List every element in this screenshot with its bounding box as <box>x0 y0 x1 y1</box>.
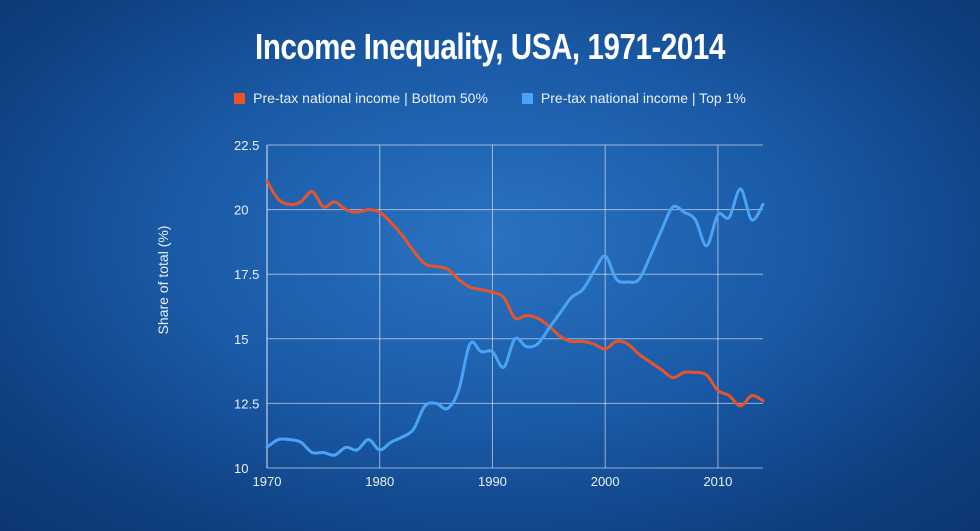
y-tick-label: 12.5 <box>234 396 259 411</box>
legend: Pre-tax national income | Bottom 50% Pre… <box>0 90 980 106</box>
series-line-top1 <box>265 187 765 457</box>
chart-title: Income Inequality, USA, 1971-2014 <box>255 26 725 67</box>
y-tick-label: 15 <box>234 332 248 347</box>
x-tick-label: 1980 <box>365 474 394 489</box>
y-tick-label: 10 <box>234 461 248 476</box>
y-tick-label: 17.5 <box>234 267 259 282</box>
legend-label-bottom50: Pre-tax national income | Bottom 50% <box>253 90 488 106</box>
legend-swatch-top1 <box>521 92 533 104</box>
legend-label-top1: Pre-tax national income | Top 1% <box>540 90 746 106</box>
x-tick-label: 1990 <box>478 474 507 489</box>
y-tick-label: 20 <box>234 203 248 218</box>
x-tick-label: 2000 <box>591 474 620 489</box>
legend-item-top1: Pre-tax national income | Top 1% <box>521 90 746 106</box>
y-tick-label: 22.5 <box>234 138 259 153</box>
x-tick-label: 2010 <box>703 474 732 489</box>
series-line-bottom50 <box>265 179 765 408</box>
legend-item-bottom50: Pre-tax national income | Bottom 50% <box>234 90 488 106</box>
x-tick-label: 1970 <box>253 474 282 489</box>
legend-swatch-bottom50 <box>234 92 246 104</box>
